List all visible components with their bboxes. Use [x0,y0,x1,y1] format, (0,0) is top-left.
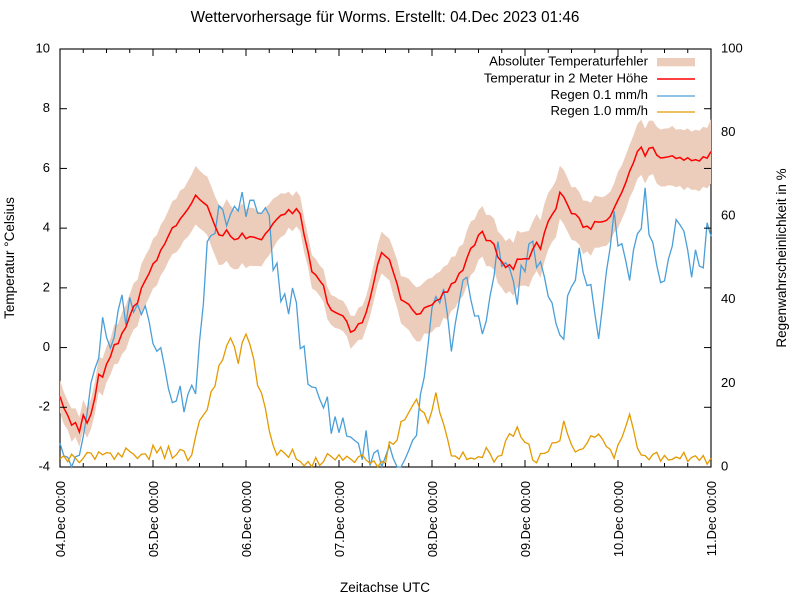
svg-text:Regen 0.1 mm/h: Regen 0.1 mm/h [551,87,649,102]
svg-text:6: 6 [43,160,50,175]
svg-text:07.Dec 00:00: 07.Dec 00:00 [332,481,347,557]
svg-text:09.Dec 00:00: 09.Dec 00:00 [518,481,533,557]
svg-text:10.Dec 00:00: 10.Dec 00:00 [611,481,626,557]
svg-text:06.Dec 00:00: 06.Dec 00:00 [239,481,254,557]
svg-text:11.Dec 00:00: 11.Dec 00:00 [704,481,719,556]
svg-text:4: 4 [43,220,50,235]
svg-text:100: 100 [721,40,743,55]
svg-text:10: 10 [36,40,50,55]
svg-text:60: 60 [721,208,735,223]
svg-text:80: 80 [721,124,735,139]
svg-text:Absoluter Temperaturfehler: Absoluter Temperaturfehler [489,54,648,69]
svg-text:40: 40 [721,291,735,306]
svg-text:20: 20 [721,375,735,390]
svg-text:-4: -4 [38,458,50,473]
svg-text:05.Dec 00:00: 05.Dec 00:00 [146,481,161,557]
svg-text:08.Dec 00:00: 08.Dec 00:00 [425,481,440,557]
svg-text:Temperatur in 2 Meter Höhe: Temperatur in 2 Meter Höhe [484,71,648,86]
svg-text:0: 0 [721,458,728,473]
svg-text:04.Dec 00:00: 04.Dec 00:00 [53,481,68,557]
svg-text:Regen 1.0 mm/h: Regen 1.0 mm/h [551,103,649,118]
svg-text:0: 0 [43,339,50,354]
svg-text:Zeitachse UTC: Zeitachse UTC [340,580,430,595]
svg-text:Wettervorhersage für Worms. Er: Wettervorhersage für Worms. Erstellt: 04… [191,9,580,26]
svg-text:Regenwahrscheinlichkeit in %: Regenwahrscheinlichkeit in % [774,168,789,347]
svg-text:8: 8 [43,100,50,115]
svg-text:Temperatur °Celsius: Temperatur °Celsius [2,197,17,319]
svg-text:2: 2 [43,279,50,294]
svg-text:-2: -2 [38,399,50,414]
